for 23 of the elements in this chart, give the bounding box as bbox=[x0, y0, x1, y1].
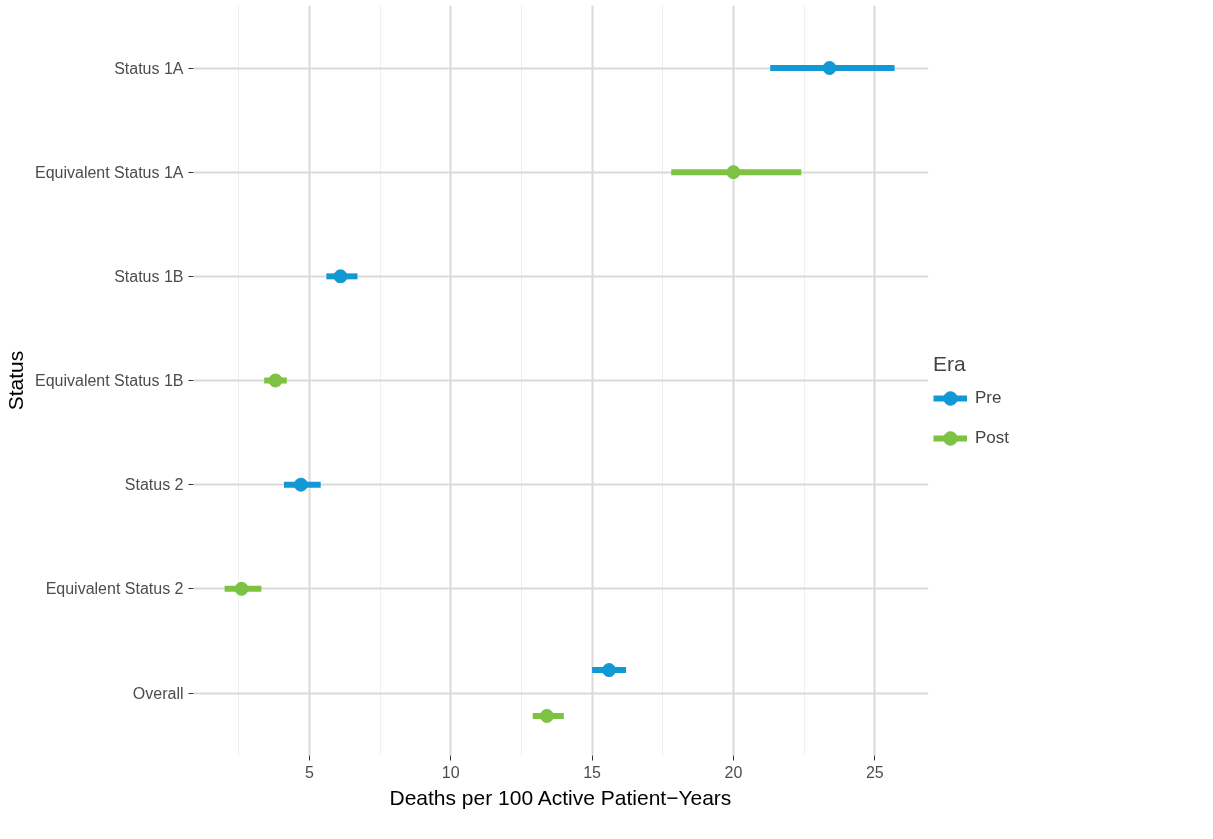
x-tick-label: 5 bbox=[304, 763, 314, 781]
y-tick-label: Overall bbox=[132, 684, 184, 702]
y-tick-label: Status 1A bbox=[114, 59, 184, 77]
y-tick-label: Equivalent Status 1B bbox=[34, 372, 184, 389]
point bbox=[268, 373, 283, 388]
x-tick-label: 15 bbox=[583, 763, 602, 781]
x-tick-label: 25 bbox=[865, 763, 884, 781]
x-tick-label: 20 bbox=[724, 763, 743, 781]
x-tick-label: 10 bbox=[441, 763, 460, 781]
legend-label: Post bbox=[975, 428, 1010, 448]
point bbox=[333, 269, 348, 284]
y-tick-label: Equivalent Status 1A bbox=[34, 163, 184, 181]
legend-title: Era bbox=[933, 352, 967, 376]
point bbox=[726, 165, 741, 180]
legend-label: Pre bbox=[975, 388, 1002, 408]
point bbox=[293, 477, 308, 492]
x-axis-title: Deaths per 100 Active Patient−Years bbox=[389, 785, 732, 809]
y-tick-label: Status 2 bbox=[124, 476, 184, 494]
point bbox=[234, 581, 249, 596]
y-tick-label: Status 1B bbox=[114, 267, 184, 285]
y-tick-label: Equivalent Status 2 bbox=[45, 580, 184, 598]
point bbox=[822, 61, 837, 75]
y-axis-title: Status bbox=[3, 350, 27, 411]
